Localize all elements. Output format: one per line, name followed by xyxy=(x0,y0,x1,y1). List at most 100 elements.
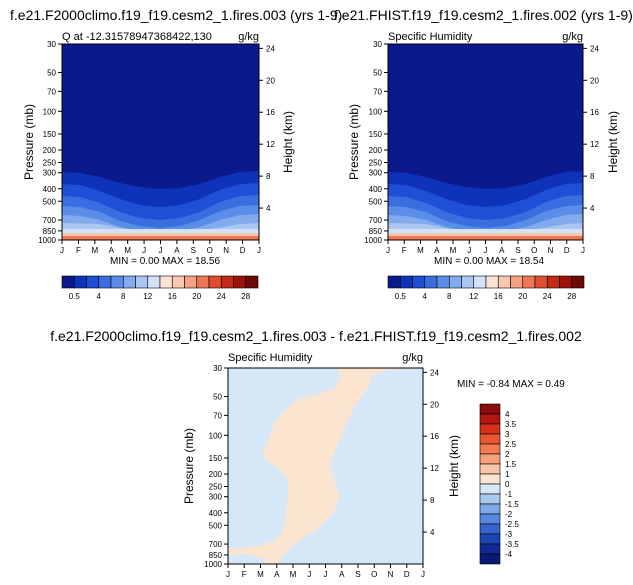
panel-3-negative-region-small xyxy=(396,398,414,414)
y-tick-label: 30 xyxy=(47,40,56,49)
y-tick-label: 200 xyxy=(209,470,223,479)
y-tick-label: 500 xyxy=(369,197,383,206)
panel-2-ylabel-right: Height (km) xyxy=(606,111,620,173)
colorbar-swatch xyxy=(436,275,450,289)
height-tick-label: 12 xyxy=(590,140,599,149)
x-tick-label: J xyxy=(60,246,64,255)
colorbar-swatch xyxy=(448,275,462,289)
x-tick-label: A xyxy=(339,570,345,579)
x-tick-label: F xyxy=(402,246,407,255)
y-tick-label: 1000 xyxy=(204,560,222,569)
colorbar-swatch xyxy=(147,275,161,289)
y-tick-label: 700 xyxy=(209,540,223,549)
x-tick-label: A xyxy=(109,246,115,255)
height-tick-label: 24 xyxy=(590,44,599,53)
colorbar-label: -2 xyxy=(505,510,513,519)
y-tick-label: 400 xyxy=(369,185,383,194)
colorbar-swatch xyxy=(479,483,501,495)
panel-3-ylabel: Pressure (mb) xyxy=(182,428,196,504)
colorbar-swatch xyxy=(571,275,585,289)
colorbar-swatch xyxy=(184,275,198,289)
y-tick-label: 70 xyxy=(213,411,222,420)
colorbar-label: -1 xyxy=(505,490,513,499)
x-tick-label: D xyxy=(404,570,410,579)
y-tick-label: 300 xyxy=(369,169,383,178)
x-tick-label: A xyxy=(434,246,440,255)
colorbar-swatch xyxy=(479,433,501,445)
colorbar-swatch xyxy=(233,275,247,289)
colorbar-label: 0 xyxy=(505,480,510,489)
panel-1-subtitle: Q at -12.31578947368422,130 xyxy=(62,31,212,43)
y-tick-label: 850 xyxy=(369,227,383,236)
panel-3-negative-region-surface xyxy=(228,554,266,564)
y-tick-label: 1000 xyxy=(38,236,56,245)
colorbar-label: -3.5 xyxy=(505,540,519,549)
panel-2-band-9 xyxy=(388,236,583,240)
colorbar-label: 1.5 xyxy=(505,460,517,469)
y-tick-label: 500 xyxy=(209,521,223,530)
panel-2: f.e21.FHIST.f19_f19.cesm2_1.fires.002 (y… xyxy=(334,7,633,301)
x-tick-label: D xyxy=(240,246,246,255)
panel-1-band-9 xyxy=(62,236,259,240)
colorbar-label: 4 xyxy=(423,292,428,301)
panel-2-minmax: MIN = 0.00 MAX = 18.54 xyxy=(434,256,544,267)
x-tick-label: N xyxy=(548,246,554,255)
colorbar-label: 0.5 xyxy=(69,292,81,301)
height-tick-label: 16 xyxy=(590,108,599,117)
colorbar-label: 28 xyxy=(241,292,250,301)
panel-1-minmax: MIN = 0.00 MAX = 18.56 xyxy=(110,256,220,267)
panel-1-ylabel: Pressure (mb) xyxy=(22,104,36,180)
colorbar-swatch xyxy=(479,553,501,565)
colorbar-label: 16 xyxy=(168,292,177,301)
height-tick-label: 16 xyxy=(430,432,439,441)
colorbar-swatch xyxy=(479,453,501,465)
x-tick-label: N xyxy=(223,246,229,255)
colorbar-label: -4 xyxy=(505,550,513,559)
height-tick-label: 20 xyxy=(430,400,439,409)
colorbar-swatch xyxy=(220,275,234,289)
height-tick-label: 12 xyxy=(430,464,439,473)
panel-3-height-ticks: 24 20 16 12 8 4 xyxy=(423,368,439,537)
panel-3-negative-region-upper xyxy=(228,368,340,548)
colorbar-swatch xyxy=(208,275,222,289)
colorbar-swatch xyxy=(559,275,573,289)
colorbar-label: 24 xyxy=(217,292,226,301)
colorbar-label: 1 xyxy=(505,470,510,479)
panel-3-field xyxy=(228,368,423,564)
colorbar-swatch xyxy=(412,275,426,289)
panel-1-title: f.e21.F2000climo.f19_f19.cesm2_1.fires.0… xyxy=(10,7,342,23)
colorbar-swatch xyxy=(479,503,501,515)
height-tick-label: 20 xyxy=(266,76,275,85)
x-tick-label: S xyxy=(515,246,520,255)
height-tick-label: 4 xyxy=(266,204,271,213)
panel-3: f.e21.F2000climo.f19_f19.cesm2_1.fires.0… xyxy=(50,328,582,579)
height-tick-label: 8 xyxy=(430,496,435,505)
colorbar-label: 16 xyxy=(494,292,503,301)
panel-1-ylabel-right: Height (km) xyxy=(281,111,295,173)
x-tick-label: D xyxy=(564,246,570,255)
x-tick-label: A xyxy=(499,246,505,255)
y-tick-label: 30 xyxy=(373,40,382,49)
panel-3-units: g/kg xyxy=(402,352,423,364)
x-tick-label: J xyxy=(484,246,488,255)
colorbar-swatch xyxy=(479,413,501,425)
colorbar-swatch xyxy=(245,275,259,289)
colorbar-label: 24 xyxy=(543,292,552,301)
colorbar-label: 4 xyxy=(97,292,102,301)
colorbar-label: 20 xyxy=(518,292,527,301)
x-tick-label: J xyxy=(257,246,261,255)
colorbar-swatch xyxy=(479,533,501,545)
x-tick-label: M xyxy=(290,570,297,579)
x-tick-label: S xyxy=(191,246,196,255)
height-tick-label: 12 xyxy=(266,140,275,149)
colorbar-swatch xyxy=(479,543,501,555)
colorbar-swatch xyxy=(171,275,185,289)
colorbar-label: 28 xyxy=(567,292,576,301)
y-tick-label: 200 xyxy=(369,146,383,155)
colorbar-swatch xyxy=(61,275,75,289)
colorbar-3: 43.532.521.510-1-1.5-2-2.5-3-3.5-4 xyxy=(479,403,519,565)
